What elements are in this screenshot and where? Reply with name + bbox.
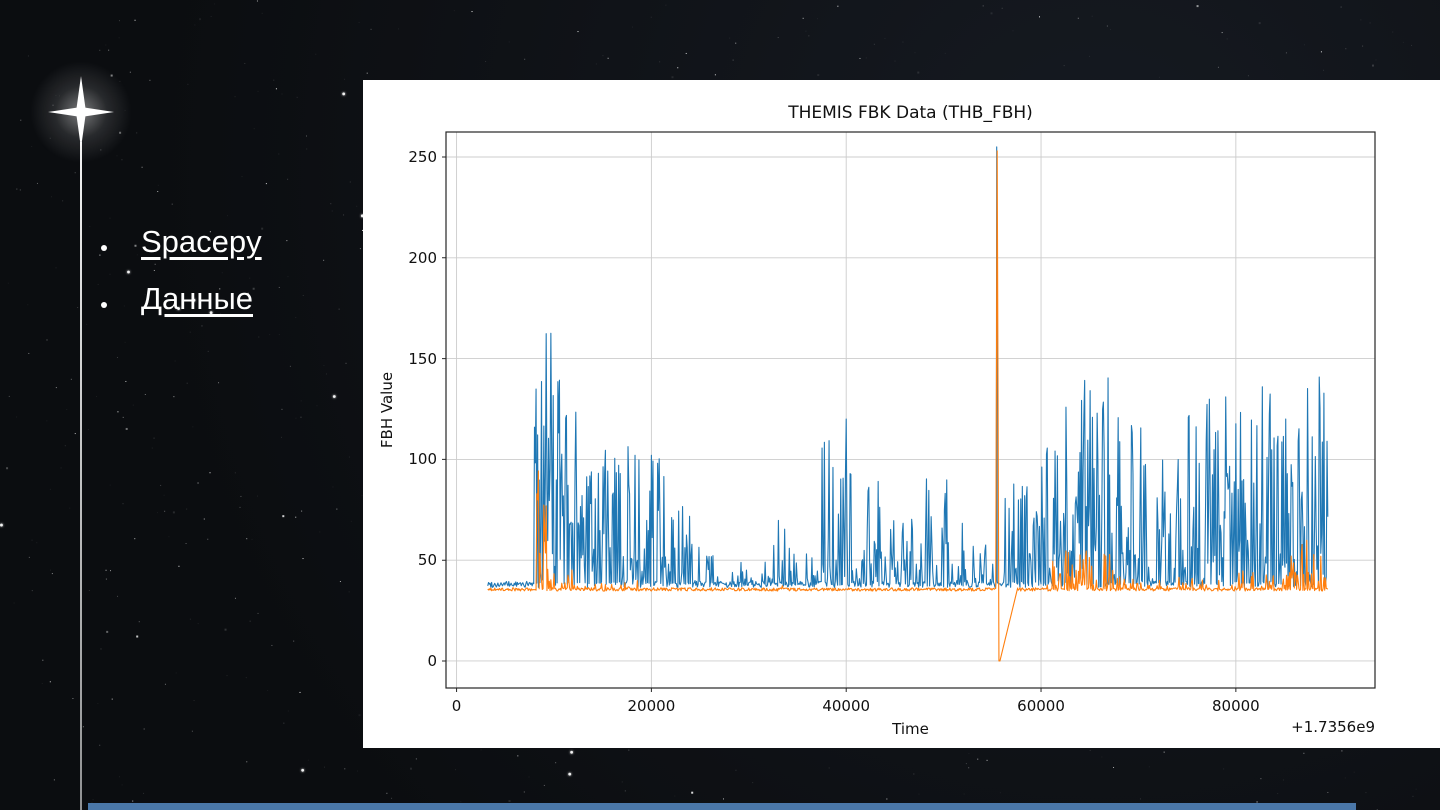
bullet-item: Spacepy xyxy=(101,224,262,281)
x-axis-offset-label: +1.7356e9 xyxy=(1291,718,1375,736)
chart-panel: THEMIS FBK Data (THB_FBH) Time FBH Value… xyxy=(363,80,1440,748)
chart-title: THEMIS FBK Data (THB_FBH) xyxy=(788,103,1033,123)
dannye-link[interactable]: Данные xyxy=(141,281,253,316)
y-axis-label: FBH Value xyxy=(378,371,396,449)
bottom-accent-bar xyxy=(88,803,1356,810)
bullet-item: Данные xyxy=(101,281,262,338)
x-axis-label: Time xyxy=(892,720,929,738)
spacepy-link[interactable]: Spacepy xyxy=(141,224,262,259)
chart-canvas xyxy=(363,80,1440,748)
vertical-line-decoration xyxy=(80,142,82,810)
bullet-list: Spacepy Данные xyxy=(101,224,262,338)
